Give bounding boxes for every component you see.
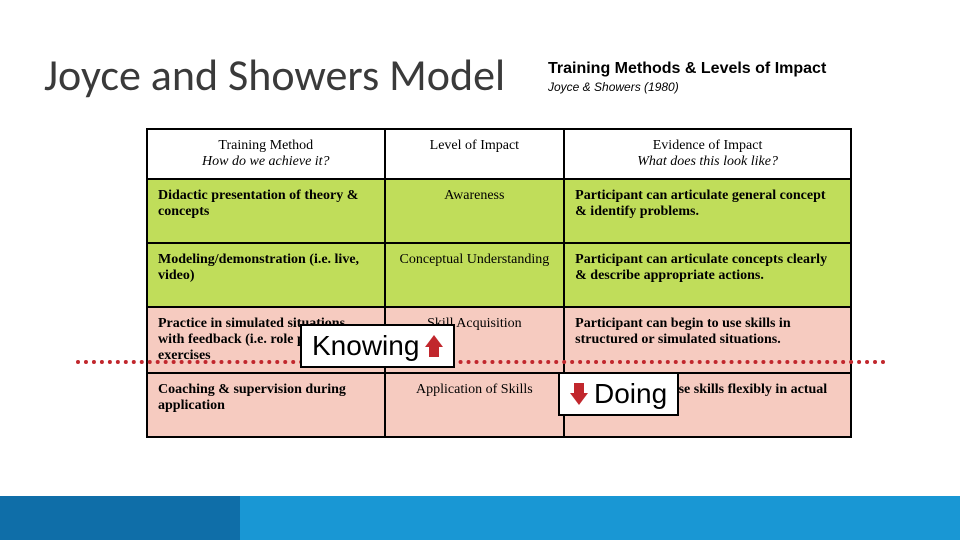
header-col1-main: Training Method [158, 138, 374, 154]
header-level-of-impact: Level of Impact [385, 129, 565, 179]
subtitle-sub: Joyce & Showers (1980) [548, 80, 826, 94]
subtitle-main: Training Methods & Levels of Impact [548, 60, 826, 78]
cell-evidence: Participant can articulate concepts clea… [564, 243, 851, 307]
table-row: Modeling/demonstration (i.e. live, video… [147, 243, 851, 307]
header-evidence-of-impact: Evidence of Impact What does this look l… [564, 129, 851, 179]
knowing-label-box: Knowing [300, 324, 455, 368]
header-col3-main: Evidence of Impact [575, 138, 840, 154]
doing-label-box: Doing [558, 372, 679, 416]
arrow-down-icon [570, 383, 588, 405]
dotted-divider [76, 360, 886, 364]
doing-label: Doing [594, 378, 667, 410]
header-col3-sub: What does this look like? [575, 154, 840, 170]
impact-table: Training Method How do we achieve it? Le… [146, 128, 852, 438]
table-row: Didactic presentation of theory & concep… [147, 179, 851, 243]
cell-level: Conceptual Understanding [385, 243, 565, 307]
cell-method: Coaching & supervision during applicatio… [147, 373, 385, 437]
cell-level: Application of Skills [385, 373, 565, 437]
page-title: Joyce and Showers Model [44, 48, 505, 102]
header-col2-main: Level of Impact [396, 138, 554, 154]
header-training-method: Training Method How do we achieve it? [147, 129, 385, 179]
cell-evidence: Participant can articulate general conce… [564, 179, 851, 243]
cell-method: Modeling/demonstration (i.e. live, video… [147, 243, 385, 307]
footer-bar [0, 496, 960, 540]
subtitle-block: Training Methods & Levels of Impact Joyc… [548, 60, 826, 94]
knowing-label: Knowing [312, 330, 419, 362]
arrow-up-icon [425, 335, 443, 357]
cell-method: Didactic presentation of theory & concep… [147, 179, 385, 243]
table-row: Coaching & supervision during applicatio… [147, 373, 851, 437]
cell-level: Awareness [385, 179, 565, 243]
header-col1-sub: How do we achieve it? [158, 154, 374, 170]
table-header-row: Training Method How do we achieve it? Le… [147, 129, 851, 179]
